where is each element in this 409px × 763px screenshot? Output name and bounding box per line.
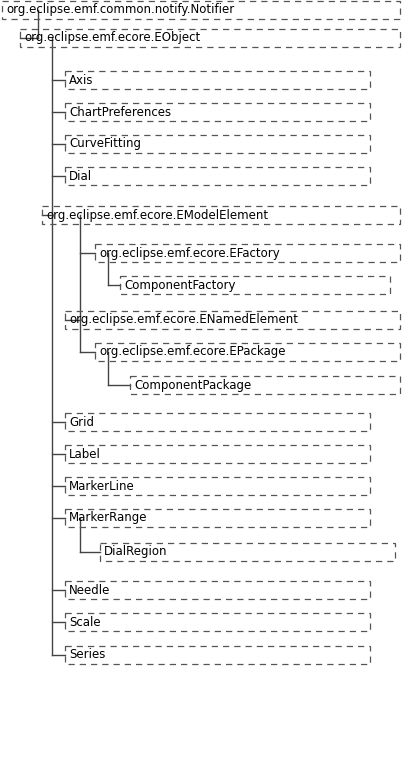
Text: Grid: Grid [69, 416, 94, 429]
Bar [65, 477, 369, 495]
Text: Axis: Axis [69, 73, 93, 86]
Bar [95, 343, 399, 361]
Bar [65, 613, 369, 631]
Text: org.eclipse.emf.common.notify.Notifier: org.eclipse.emf.common.notify.Notifier [6, 4, 234, 17]
Bar [2, 1, 399, 19]
Text: Needle: Needle [69, 584, 110, 597]
Bar [65, 103, 369, 121]
Bar [120, 276, 389, 294]
Text: CurveFitting: CurveFitting [69, 137, 141, 150]
Text: org.eclipse.emf.ecore.EModelElement: org.eclipse.emf.ecore.EModelElement [46, 208, 267, 221]
Text: org.eclipse.emf.ecore.EObject: org.eclipse.emf.ecore.EObject [24, 31, 200, 44]
Text: Dial: Dial [69, 169, 92, 182]
Text: ComponentPackage: ComponentPackage [134, 378, 251, 391]
Bar [100, 543, 394, 561]
Text: MarkerLine: MarkerLine [69, 479, 135, 492]
Text: DialRegion: DialRegion [104, 546, 167, 559]
Bar [65, 413, 369, 431]
Text: Label: Label [69, 448, 101, 461]
Bar [65, 445, 369, 463]
Text: MarkerRange: MarkerRange [69, 511, 147, 524]
Bar [130, 376, 399, 394]
Bar [20, 29, 399, 47]
Bar [65, 581, 369, 599]
Text: Series: Series [69, 649, 105, 662]
Bar [65, 135, 369, 153]
Bar [65, 71, 369, 89]
Text: ChartPreferences: ChartPreferences [69, 105, 171, 118]
Text: org.eclipse.emf.ecore.ENamedElement: org.eclipse.emf.ecore.ENamedElement [69, 314, 297, 327]
Bar [65, 509, 369, 527]
Bar [65, 646, 369, 664]
Bar [65, 311, 399, 329]
Text: org.eclipse.emf.ecore.EFactory: org.eclipse.emf.ecore.EFactory [99, 246, 279, 259]
Text: ComponentFactory: ComponentFactory [124, 278, 235, 291]
Bar [65, 167, 369, 185]
Text: Scale: Scale [69, 616, 100, 629]
Bar [42, 206, 399, 224]
Bar [95, 244, 399, 262]
Text: org.eclipse.emf.ecore.EPackage: org.eclipse.emf.ecore.EPackage [99, 346, 285, 359]
